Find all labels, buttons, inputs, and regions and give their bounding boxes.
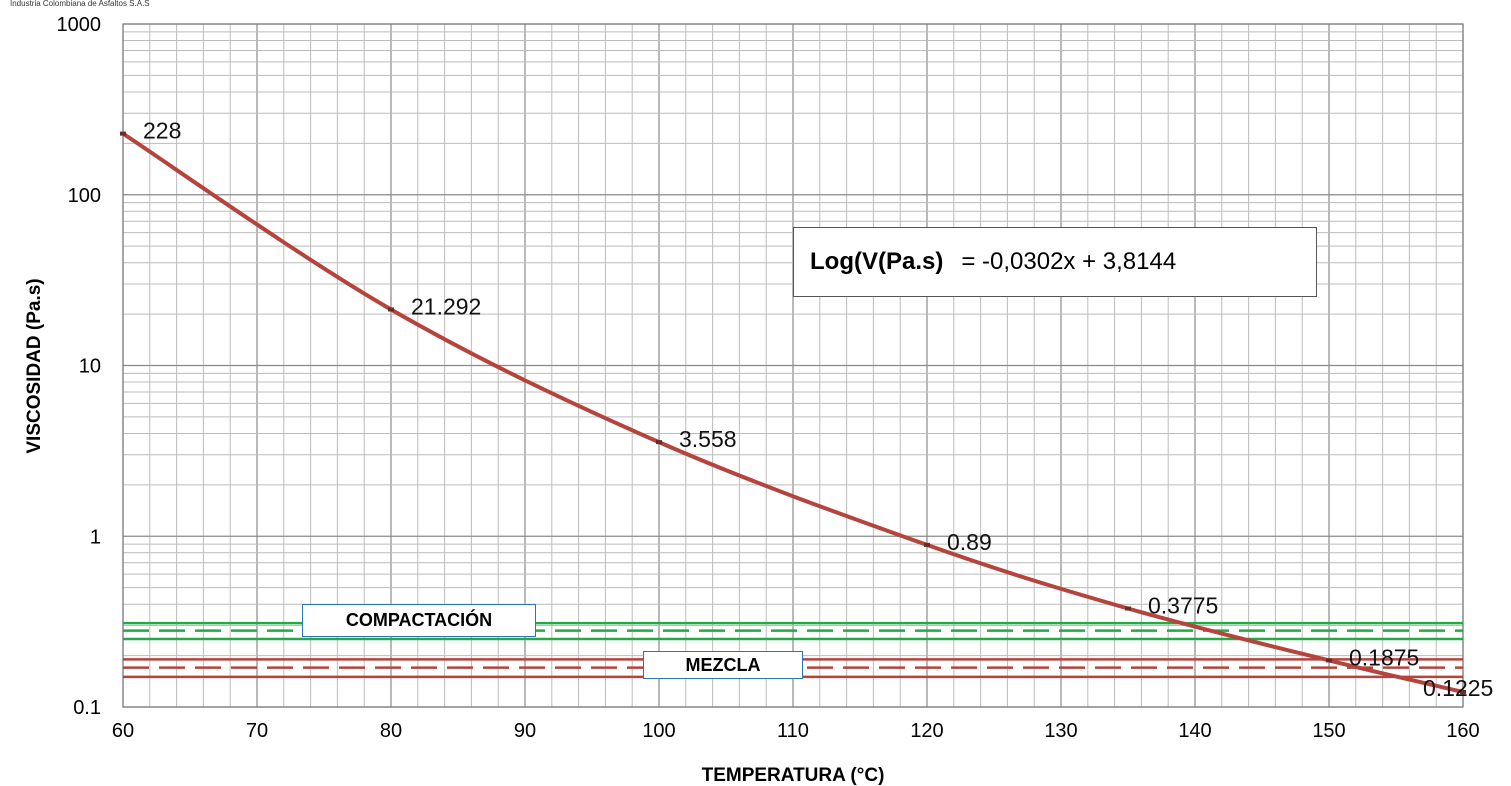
y-tick-label: 100 [68,185,101,207]
data-label: 0.1875 [1349,644,1419,670]
mezcla-label: MEZCLA [643,651,803,679]
data-label: 0.3775 [1148,592,1218,618]
data-point [1125,606,1131,610]
data-label: 228 [143,118,181,144]
y-tick-label: 1000 [57,14,102,36]
equation-box: Log(V(Pa.s) = -0,0302x + 3,8144 [793,227,1317,297]
x-tick-label: 130 [1044,720,1077,742]
x-tick-label: 160 [1446,720,1479,742]
y-tick-label: 10 [79,356,101,378]
data-point [656,440,662,444]
x-tick-label: 110 [777,720,809,742]
data-label: 3.558 [679,426,737,452]
x-tick-label: 140 [1178,720,1211,742]
x-axis-title: TEMPERATURA (°C) [702,765,885,786]
x-tick-label: 90 [514,720,536,742]
axis-ticks: 60 70 80 90 100 110 120 130 140 150 1600.111010010… [57,14,1480,742]
data-point [388,307,394,311]
data-label: 21.292 [411,293,481,319]
y-axis-title: VISCOSIDAD (Pa.s) [24,278,45,453]
data-point [120,132,126,136]
equation-lhs: Log(V(Pa.s) [810,248,943,276]
x-tick-label: 150 [1312,720,1345,742]
y-tick-label: 0.1 [73,697,101,719]
data-label: 0.1225 [1423,675,1493,701]
x-tick-label: 100 [642,720,675,742]
compactacion-label: COMPACTACIÓN [302,604,536,637]
data-label: 0.89 [947,529,992,555]
x-tick-label: 120 [910,720,943,742]
y-tick-label: 1 [90,526,101,548]
x-tick-label: 60 [112,720,134,742]
x-tick-label: 70 [246,720,268,742]
data-point [924,543,930,547]
company-name: Industria Colombiana de Asfaltos S.A.S [10,0,150,8]
data-point [1326,658,1332,662]
x-tick-label: 80 [380,720,402,742]
equation-rhs: = -0,0302x + 3,8144 [961,248,1176,276]
